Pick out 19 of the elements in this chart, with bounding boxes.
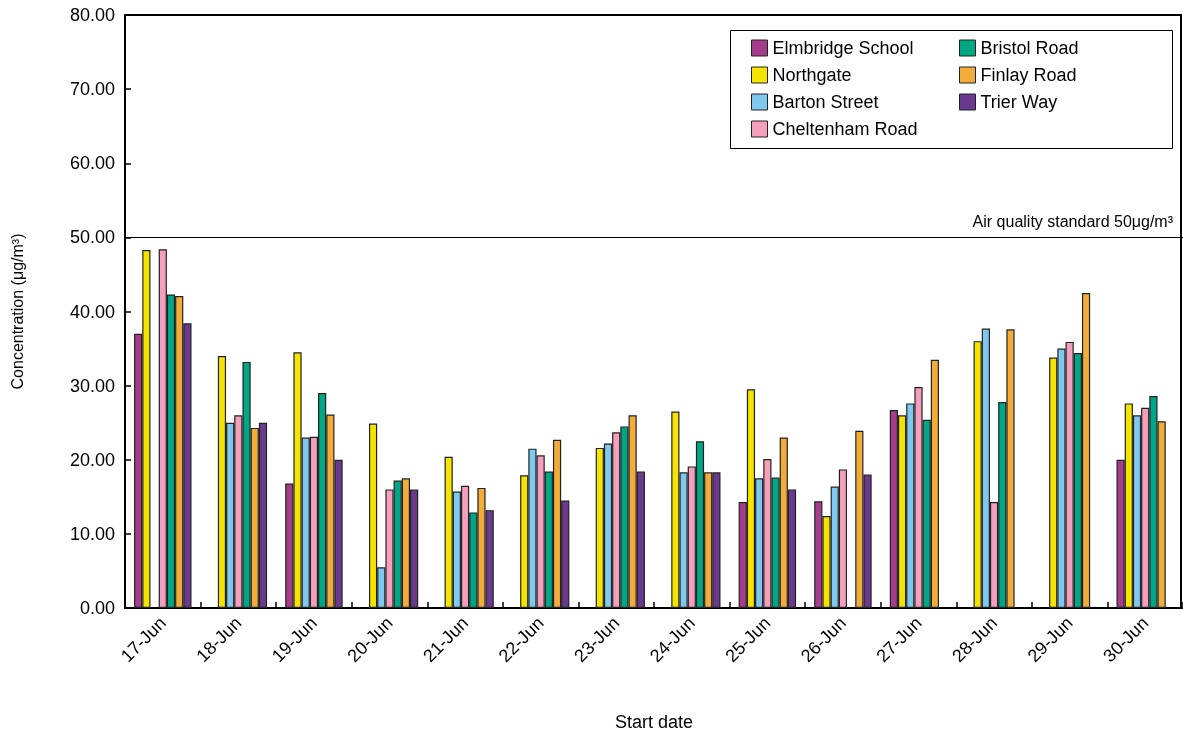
y-tick-label: 20.00 — [69, 449, 115, 470]
y-tick-label: 80.00 — [69, 5, 115, 25]
y-tick-label: 70.00 — [69, 79, 115, 100]
legend-label: Bristol Road — [980, 38, 1079, 58]
y-tick-label: 0.00 — [79, 598, 115, 618]
legend-label: Trier Way — [980, 92, 1058, 112]
y-axis-title: Concentration (μg/m³) — [8, 233, 26, 390]
legend-label: Northgate — [772, 65, 852, 85]
y-tick-label: 10.00 — [69, 523, 115, 544]
legend-label: Elmbridge School — [772, 38, 914, 58]
y-tick-label: 60.00 — [69, 153, 115, 174]
legend-label: Cheltenham Road — [772, 119, 918, 139]
x-axis-title: Start date — [614, 712, 694, 732]
y-tick-label: 40.00 — [69, 301, 115, 322]
ref-line-label: Air quality standard 50μg/m³ — [972, 212, 1174, 230]
y-tick-label: 30.00 — [69, 375, 115, 396]
legend-label: Finlay Road — [980, 65, 1077, 85]
y-tick-label: 50.00 — [69, 227, 115, 248]
legend-label: Barton Street — [772, 92, 879, 112]
